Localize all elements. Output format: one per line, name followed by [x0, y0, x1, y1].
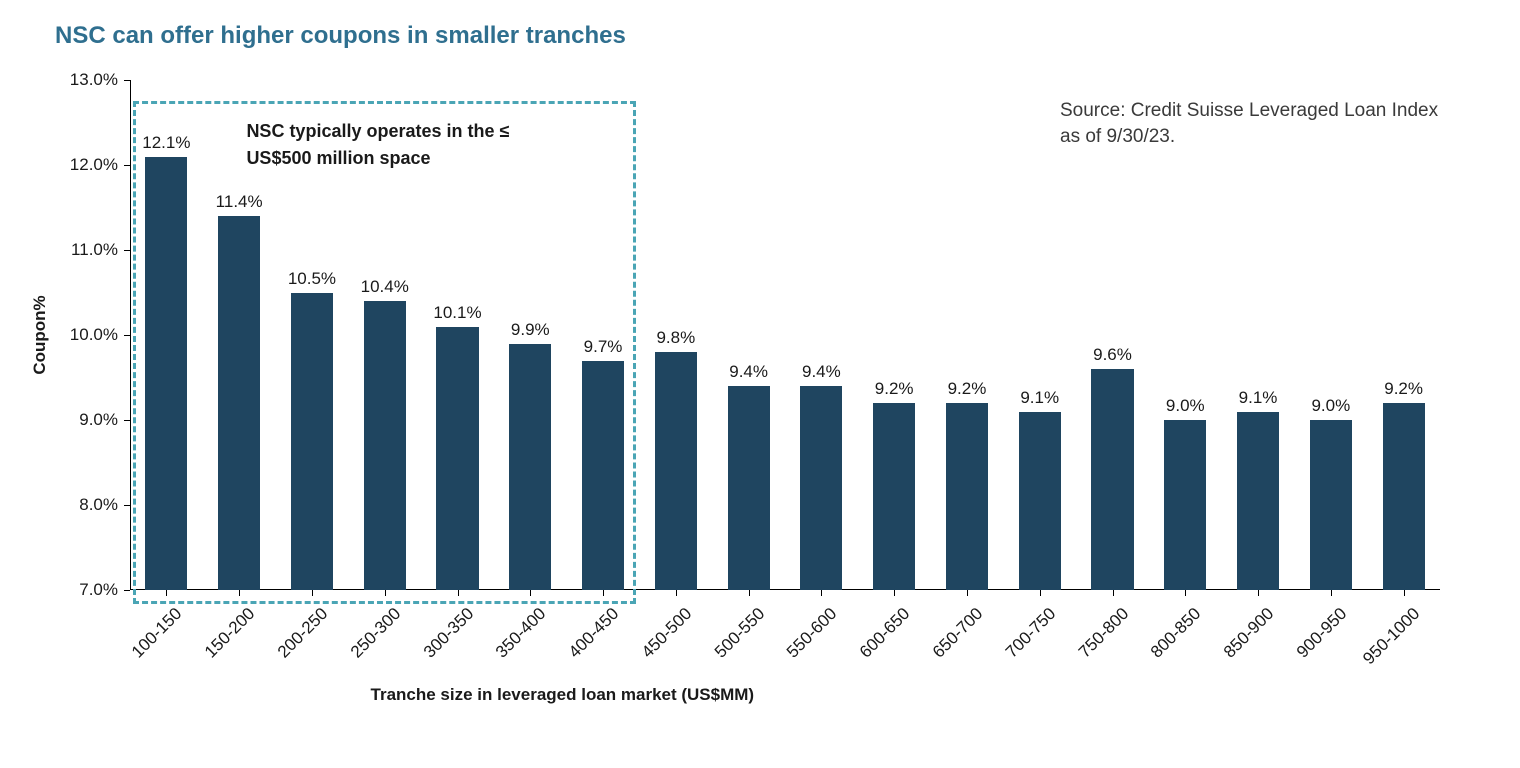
x-tick-mark: [676, 590, 677, 596]
y-axis-label: Coupon%: [30, 295, 50, 374]
highlight-box: [133, 101, 636, 604]
y-tick-label: 13.0%: [60, 70, 118, 90]
x-tick-mark: [1258, 590, 1259, 596]
bar-value-label: 10.5%: [288, 269, 336, 289]
x-tick-label: 700-750: [1002, 604, 1060, 662]
x-tick-label: 800-850: [1147, 604, 1205, 662]
y-tick-label: 8.0%: [60, 495, 118, 515]
x-tick-label: 100-150: [128, 604, 186, 662]
bar-value-label: 9.0%: [1166, 396, 1205, 416]
x-tick-mark: [749, 590, 750, 596]
bar-value-label: 12.1%: [142, 133, 190, 153]
x-tick-label: 550-600: [783, 604, 841, 662]
x-tick-label: 450-500: [638, 604, 696, 662]
bar-value-label: 9.2%: [875, 379, 914, 399]
bar-value-label: 9.7%: [584, 337, 623, 357]
bar-value-label: 10.4%: [361, 277, 409, 297]
bar-value-label: 10.1%: [433, 303, 481, 323]
bar: [946, 403, 988, 590]
x-tick-label: 750-800: [1074, 604, 1132, 662]
bar-value-label: 9.8%: [656, 328, 695, 348]
x-tick-label: 950-1000: [1359, 604, 1424, 669]
bar-value-label: 9.9%: [511, 320, 550, 340]
bar: [655, 352, 697, 590]
y-tick-mark: [124, 250, 130, 251]
bar-value-label: 9.6%: [1093, 345, 1132, 365]
y-tick-label: 12.0%: [60, 155, 118, 175]
x-tick-label: 250-300: [347, 604, 405, 662]
x-tick-label: 900-950: [1293, 604, 1351, 662]
bar-value-label: 9.2%: [1384, 379, 1423, 399]
bar: [1383, 403, 1425, 590]
y-tick-label: 9.0%: [60, 410, 118, 430]
bar: [873, 403, 915, 590]
bar-value-label: 9.4%: [802, 362, 841, 382]
bar-value-label: 9.1%: [1020, 388, 1059, 408]
annotation-text: NSC typically operates in the ≤ US$500 m…: [246, 118, 566, 172]
bar: [1091, 369, 1133, 590]
bar-value-label: 9.1%: [1239, 388, 1278, 408]
y-axis-line: [130, 80, 131, 590]
y-tick-mark: [124, 590, 130, 591]
y-tick-mark: [124, 420, 130, 421]
x-tick-label: 850-900: [1220, 604, 1278, 662]
y-tick-mark: [124, 505, 130, 506]
x-tick-mark: [1113, 590, 1114, 596]
x-tick-label: 150-200: [201, 604, 259, 662]
x-tick-label: 500-550: [710, 604, 768, 662]
x-tick-label: 200-250: [274, 604, 332, 662]
x-tick-mark: [1331, 590, 1332, 596]
x-tick-label: 300-350: [419, 604, 477, 662]
x-tick-label: 400-450: [565, 604, 623, 662]
x-axis-label: Tranche size in leveraged loan market (U…: [371, 685, 755, 705]
y-tick-mark: [124, 80, 130, 81]
bar: [800, 386, 842, 590]
bar: [1019, 412, 1061, 591]
x-tick-mark: [894, 590, 895, 596]
x-tick-mark: [967, 590, 968, 596]
x-tick-mark: [1040, 590, 1041, 596]
bar: [1164, 420, 1206, 590]
chart-title: NSC can offer higher coupons in smaller …: [55, 22, 626, 50]
x-tick-mark: [1404, 590, 1405, 596]
bar: [728, 386, 770, 590]
y-tick-mark: [124, 165, 130, 166]
x-tick-label: 600-650: [856, 604, 914, 662]
y-tick-label: 7.0%: [60, 580, 118, 600]
bar-value-label: 9.4%: [729, 362, 768, 382]
bar-value-label: 9.0%: [1311, 396, 1350, 416]
x-tick-label: 650-700: [929, 604, 987, 662]
bar-value-label: 9.2%: [948, 379, 987, 399]
x-tick-label: 350-400: [492, 604, 550, 662]
x-tick-mark: [1185, 590, 1186, 596]
bar: [1237, 412, 1279, 591]
x-tick-mark: [821, 590, 822, 596]
y-tick-label: 11.0%: [60, 240, 118, 260]
y-tick-mark: [124, 335, 130, 336]
bar: [1310, 420, 1352, 590]
bar-value-label: 11.4%: [216, 192, 263, 212]
y-tick-label: 10.0%: [60, 325, 118, 345]
